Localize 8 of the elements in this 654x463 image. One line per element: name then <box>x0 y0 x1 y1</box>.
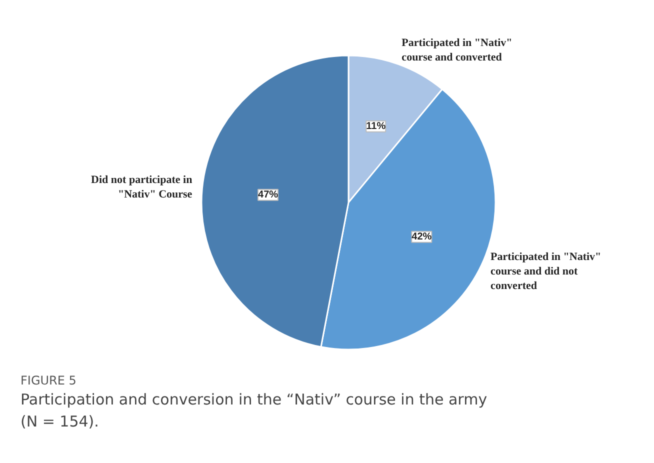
data-label: 47% <box>258 189 278 200</box>
slice-label: Participated in "Nativ" course and converted <box>402 36 512 64</box>
data-label: 42% <box>412 231 432 242</box>
text: Participation and conversion in the “Nativ” course in the army (N = 154). <box>20 390 488 430</box>
slice-label: Did not participate in "Nativ" Course <box>91 174 192 200</box>
caption: FIGURE 5 <box>20 374 76 388</box>
slice-label: Participated in "Nativ" course and did not converted <box>490 251 602 292</box>
data-label: 11% <box>366 120 386 132</box>
